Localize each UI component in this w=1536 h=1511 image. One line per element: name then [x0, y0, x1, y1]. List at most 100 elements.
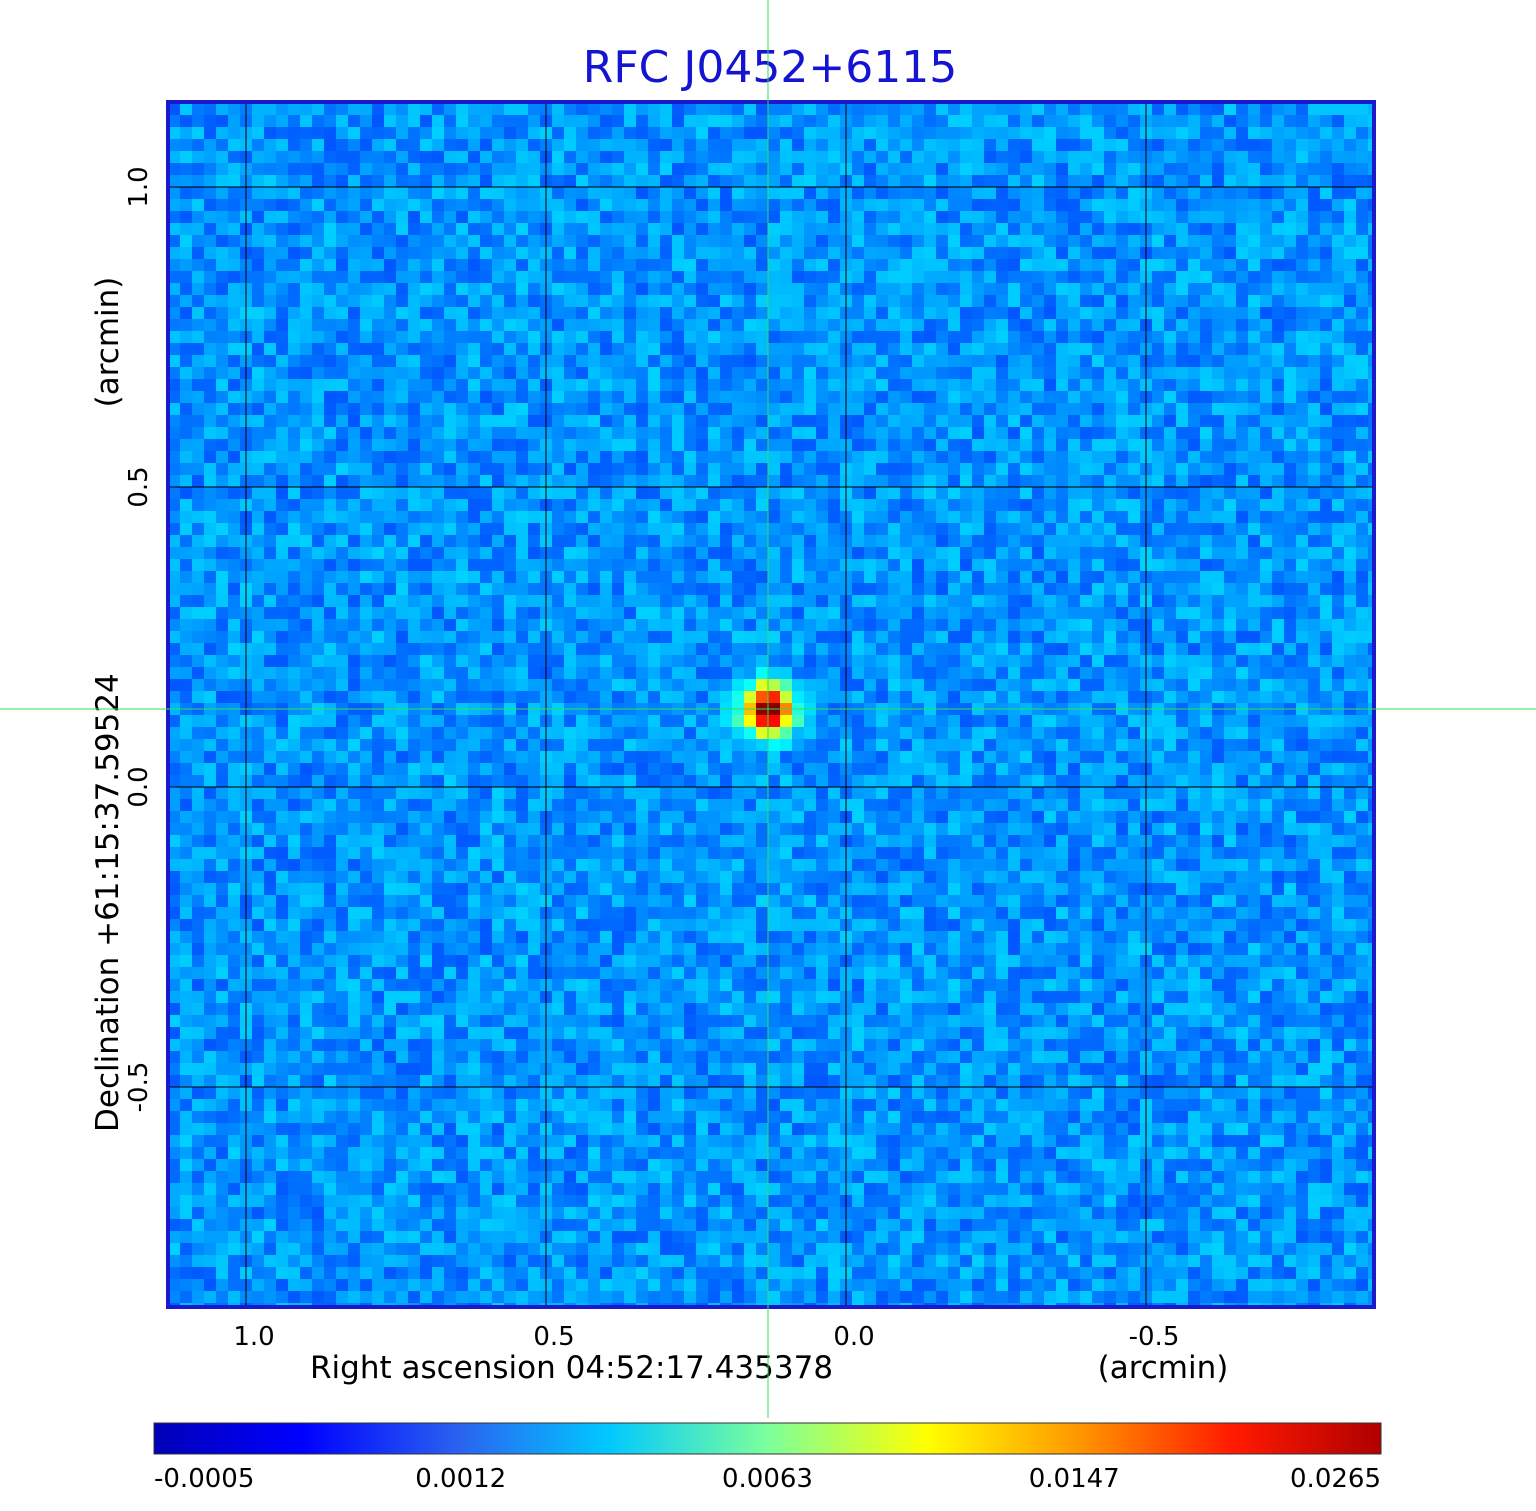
heatmap-cell — [1368, 679, 1374, 692]
heatmap-cell — [1236, 403, 1249, 416]
heatmap-cell — [600, 439, 613, 452]
heatmap-cell — [204, 511, 217, 524]
heatmap-cell — [768, 451, 781, 464]
heatmap-cell — [600, 331, 613, 344]
heatmap-cell — [1332, 127, 1345, 140]
heatmap-cell — [756, 667, 769, 680]
heatmap-cell — [1200, 151, 1213, 164]
heatmap-cell — [720, 271, 733, 284]
heatmap-cell — [804, 487, 817, 500]
heatmap-cell — [1116, 655, 1129, 668]
heatmap-cell — [756, 511, 769, 524]
heatmap-cell — [1224, 151, 1237, 164]
heatmap-cell — [1092, 571, 1105, 584]
heatmap-cell — [444, 295, 457, 308]
heatmap-cell — [900, 571, 913, 584]
heatmap-cell — [636, 559, 649, 572]
heatmap-cell — [1164, 667, 1177, 680]
heatmap-cell — [1260, 631, 1273, 644]
heatmap-cell — [1092, 619, 1105, 632]
heatmap-cell — [768, 655, 781, 668]
heatmap-cell — [804, 583, 817, 596]
heatmap-cell — [468, 235, 481, 248]
heatmap-cell — [816, 655, 829, 668]
heatmap-cell — [228, 343, 241, 356]
heatmap-cell — [192, 607, 205, 620]
heatmap-cell — [264, 655, 277, 668]
heatmap-cell — [1056, 247, 1069, 260]
heatmap-cell — [408, 667, 421, 680]
heatmap-cell — [588, 379, 601, 392]
heatmap-cell — [660, 259, 673, 272]
heatmap-cell — [1176, 511, 1189, 524]
heatmap-cell — [1128, 619, 1141, 632]
heatmap-cell — [420, 535, 433, 548]
heatmap-cell — [636, 163, 649, 176]
heatmap-cell — [216, 271, 229, 284]
heatmap-cell — [876, 523, 889, 536]
heatmap-cell — [516, 283, 529, 296]
heatmap-cell — [1356, 535, 1369, 548]
heatmap-cell — [1092, 259, 1105, 272]
heatmap-cell — [1188, 655, 1201, 668]
heatmap-cell — [276, 463, 289, 476]
heatmap-cell — [708, 259, 721, 272]
heatmap-cell — [432, 655, 445, 668]
heatmap-cell — [804, 247, 817, 260]
heatmap-cell — [1116, 199, 1129, 212]
heatmap-cell — [948, 655, 961, 668]
heatmap-cell — [300, 379, 313, 392]
heatmap-cell — [252, 643, 265, 656]
heatmap-cell — [912, 583, 925, 596]
heatmap-cell — [1020, 667, 1033, 680]
heatmap-cell — [960, 595, 973, 608]
heatmap-cell — [228, 199, 241, 212]
heatmap-cell — [1224, 403, 1237, 416]
heatmap-cell — [276, 679, 289, 692]
heatmap-cell — [1272, 319, 1285, 332]
heatmap-cell — [1272, 331, 1285, 344]
heatmap-cell — [660, 643, 673, 656]
heatmap-cell — [252, 511, 265, 524]
heatmap-cell — [324, 415, 337, 428]
heatmap-cell — [432, 151, 445, 164]
heatmap-cell — [1104, 103, 1117, 116]
heatmap-cell — [264, 319, 277, 332]
heatmap-cell — [1188, 559, 1201, 572]
heatmap-cell — [684, 115, 697, 128]
heatmap-cell — [204, 295, 217, 308]
heatmap-cell — [324, 547, 337, 560]
heatmap-cell — [1356, 499, 1369, 512]
heatmap-cell — [444, 667, 457, 680]
heatmap-cell — [252, 103, 265, 116]
heatmap-cell — [1260, 199, 1273, 212]
heatmap-cell — [852, 655, 865, 668]
heatmap-cell — [1128, 571, 1141, 584]
heatmap-cell — [660, 583, 673, 596]
heatmap-cell — [948, 487, 961, 500]
heatmap-cell — [288, 427, 301, 440]
heatmap-cell — [924, 139, 937, 152]
heatmap-cell — [924, 595, 937, 608]
heatmap-cell — [744, 163, 757, 176]
heatmap-cell — [1212, 127, 1225, 140]
heatmap-cell — [192, 559, 205, 572]
heatmap-cell — [1176, 319, 1189, 332]
heatmap-cell — [1068, 295, 1081, 308]
heatmap-cell — [828, 463, 841, 476]
heatmap-cell — [768, 151, 781, 164]
heatmap-cell — [576, 499, 589, 512]
heatmap-cell — [528, 355, 541, 368]
heatmap-cell — [1068, 319, 1081, 332]
heatmap-cell — [816, 175, 829, 188]
heatmap-cell — [276, 307, 289, 320]
heatmap-cell — [504, 583, 517, 596]
heatmap-cell — [816, 127, 829, 140]
heatmap-cell — [1092, 127, 1105, 140]
heatmap-cell — [348, 451, 361, 464]
heatmap-cell — [900, 523, 913, 536]
heatmap-cell — [912, 175, 925, 188]
heatmap-cell — [984, 151, 997, 164]
heatmap-cell — [1176, 307, 1189, 320]
heatmap-cell — [384, 403, 397, 416]
